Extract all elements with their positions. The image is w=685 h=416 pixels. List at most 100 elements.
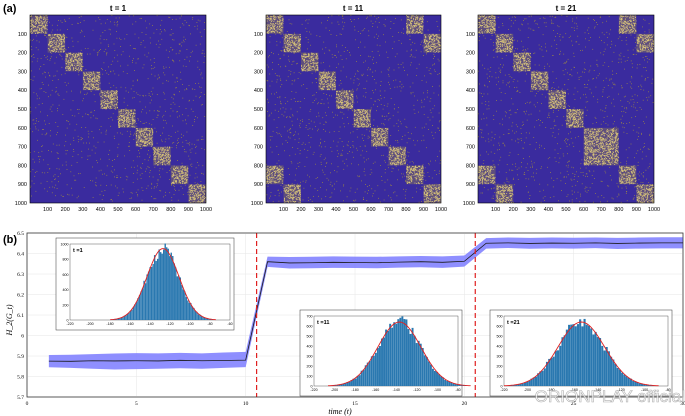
block-dot [96,79,98,80]
noise-dot [152,147,154,149]
noise-dot [100,35,102,37]
block-dot [131,116,133,118]
block-dot [201,193,203,195]
noise-dot [55,178,56,180]
block-dot [132,126,134,128]
block-dot [112,93,114,94]
block-dot [94,86,95,88]
block-dot [38,25,40,26]
block-dot [332,83,334,85]
noise-dot [137,58,139,60]
block-dot [159,162,161,164]
block-dot [65,58,67,60]
noise-dot [33,123,35,125]
noise-dot [38,152,40,153]
noise-dot [325,112,326,114]
noise-dot [55,122,57,123]
block-dot [136,142,137,144]
noise-dot [326,162,328,163]
block-dot [166,163,168,165]
noise-dot [58,95,60,96]
block-dot [321,81,322,83]
community-block [301,52,319,72]
noise-dot [398,169,399,171]
block-dot [180,166,182,168]
noise-dot [162,82,164,84]
block-dot [98,77,100,79]
noise-dot [32,79,34,81]
noise-dot [166,172,168,173]
block-dot [328,77,330,79]
noise-dot [294,32,295,34]
block-dot [336,104,338,106]
block-dot [324,85,325,87]
block-dot [288,36,290,38]
noise-dot [388,119,390,121]
block-dot [144,142,145,144]
noise-dot [368,35,370,37]
noise-dot [387,164,389,166]
block-dot [158,158,160,160]
noise-dot [92,29,94,31]
block-dot [181,178,183,180]
block-dot [320,75,321,77]
noise-dot [151,99,152,101]
noise-dot [118,192,120,194]
noise-dot [274,104,276,105]
block-dot [311,66,313,68]
block-dot [167,160,169,162]
noise-dot [66,127,68,129]
block-dot [301,65,303,66]
block-dot [346,103,348,104]
block-dot [276,23,278,25]
noise-dot [380,98,382,100]
block-dot [325,84,327,85]
block-dot [310,60,312,62]
block-dot [42,25,44,27]
noise-dot [281,84,283,85]
block-dot [42,21,44,23]
noise-dot [352,124,354,125]
block-dot [183,174,185,176]
noise-dot [370,107,372,109]
block-dot [344,90,345,92]
block-dot [320,83,322,84]
noise-dot [194,26,196,27]
noise-dot [433,92,435,94]
noise-dot [335,101,337,103]
block-dot [93,75,95,77]
noise-dot [135,21,137,23]
block-dot [61,47,63,49]
noise-dot [103,51,105,52]
noise-dot [291,183,293,185]
noise-dot [370,109,372,111]
noise-dot [184,59,186,60]
noise-dot [386,51,387,53]
block-dot [194,187,195,189]
noise-dot [115,87,117,89]
block-dot [183,180,184,182]
block-dot [134,109,136,111]
block-dot [61,49,63,51]
block-dot [344,101,346,103]
block-dot [91,81,93,82]
block-dot [183,172,185,174]
noise-dot [380,71,382,73]
block-dot [308,69,310,71]
noise-dot [181,162,183,164]
block-dot [351,105,353,107]
block-dot [299,39,301,41]
noise-dot [422,15,424,17]
block-dot [92,78,93,80]
x-tick-label: 1000 [200,207,212,213]
noise-dot [100,42,102,44]
noise-dot [337,166,339,168]
block-dot [172,175,174,177]
noise-dot [352,141,354,142]
noise-dot [155,198,157,200]
noise-dot [154,161,156,162]
noise-dot [151,65,152,66]
community-block [100,90,119,110]
noise-dot [51,89,53,91]
block-dot [39,29,40,31]
